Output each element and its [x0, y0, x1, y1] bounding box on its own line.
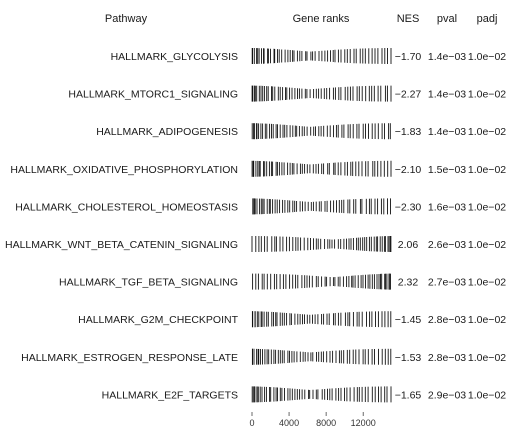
pval-value: 1.5e−03 [428, 164, 466, 176]
padj-value: 1.0e−02 [468, 164, 506, 176]
pathway-row: HALLMARK_WNT_BETA_CATENIN_SIGNALING 2.06 2… [5, 236, 506, 252]
x-tick-label: 12000 [351, 418, 376, 428]
nes-value: −1.83 [395, 126, 422, 138]
gene-rank-ticks [251, 386, 392, 403]
x-axis: 0 4000 8000 12000 [249, 412, 376, 428]
nes-value: −1.53 [395, 352, 422, 364]
pathway-label: HALLMARK_OXIDATIVE_PHOSPHORYLATION [10, 164, 238, 176]
x-tick-label: 0 [249, 418, 254, 428]
padj-value: 1.0e−02 [468, 352, 506, 364]
pathway-row: HALLMARK_OXIDATIVE_PHOSPHORYLATION −2.10 1… [10, 160, 506, 177]
gene-rank-ticks [251, 123, 391, 140]
pval-value: 2.6e−03 [428, 239, 466, 251]
pval-value: 2.8e−03 [428, 352, 466, 364]
header-gene-ranks: Gene ranks [293, 13, 350, 25]
pathway-rows: HALLMARK_GLYCOLYSIS −1.70 1.4e−03 1.0e−02HA… [5, 48, 506, 403]
nes-value: −2.10 [395, 164, 422, 176]
pathway-label: HALLMARK_GLYCOLYSIS [111, 51, 238, 63]
pathway-label: HALLMARK_ESTROGEN_RESPONSE_LATE [21, 352, 238, 364]
gene-rank-ticks [251, 85, 392, 102]
header-pathway: Pathway [105, 13, 148, 25]
pathway-label: HALLMARK_MTORC1_SIGNALING [68, 89, 238, 101]
nes-value: −2.27 [395, 89, 422, 101]
pathway-row: HALLMARK_TGF_BETA_SIGNALING 2.32 2.7e−03 1.… [59, 273, 506, 290]
pathway-row: HALLMARK_MTORC1_SIGNALING −2.27 1.4e−03 1.0… [68, 85, 506, 102]
pathway-label: HALLMARK_ADIPOGENESIS [96, 126, 238, 138]
header-pval: pval [437, 13, 457, 25]
nes-value: −1.70 [395, 51, 422, 63]
gene-rank-ticks [252, 198, 391, 215]
pathway-label: HALLMARK_E2F_TARGETS [102, 389, 238, 401]
pathway-row: HALLMARK_E2F_TARGETS −1.65 2.9e−03 1.0e−02 [102, 386, 506, 403]
pval-value: 2.7e−03 [428, 277, 466, 289]
padj-value: 1.0e−02 [468, 389, 506, 401]
pathway-row: HALLMARK_GLYCOLYSIS −1.70 1.4e−03 1.0e−02 [111, 48, 506, 64]
padj-value: 1.0e−02 [468, 277, 506, 289]
nes-value: −1.65 [395, 389, 422, 401]
pval-value: 1.4e−03 [428, 51, 466, 63]
padj-value: 1.0e−02 [468, 314, 506, 326]
gene-rank-ticks [251, 236, 392, 252]
padj-value: 1.0e−02 [468, 89, 506, 101]
pval-value: 2.9e−03 [428, 389, 466, 401]
pathway-row: HALLMARK_ESTROGEN_RESPONSE_LATE −1.53 2.8e… [21, 348, 506, 365]
gene-rank-ticks [252, 273, 391, 290]
header-nes: NES [397, 13, 420, 25]
pval-value: 1.4e−03 [428, 89, 466, 101]
nes-value: −2.30 [395, 201, 422, 213]
x-tick-label: 8000 [316, 418, 336, 428]
pathway-row: HALLMARK_ADIPOGENESIS −1.83 1.4e−03 1.0e−02 [96, 123, 506, 140]
x-tick-label: 4000 [279, 418, 299, 428]
column-headers: Pathway Gene ranks NES pval padj [105, 13, 498, 25]
padj-value: 1.0e−02 [468, 51, 506, 63]
header-padj: padj [477, 13, 498, 25]
pval-value: 2.8e−03 [428, 314, 466, 326]
pathway-label: HALLMARK_TGF_BETA_SIGNALING [59, 277, 238, 289]
pval-value: 1.6e−03 [428, 201, 466, 213]
gene-rank-ticks [251, 348, 392, 365]
nes-value: 2.06 [398, 239, 419, 251]
nes-value: −1.45 [395, 314, 422, 326]
pathway-label: HALLMARK_G2M_CHECKPOINT [78, 314, 238, 326]
pathway-label: HALLMARK_WNT_BETA_CATENIN_SIGNALING [5, 239, 238, 251]
padj-value: 1.0e−02 [468, 239, 506, 251]
pathway-row: HALLMARK_CHOLESTEROL_HOMEOSTASIS −2.30 1.6… [15, 198, 506, 215]
gene-rank-ticks [251, 48, 392, 64]
gene-rank-ticks [251, 311, 392, 328]
gene-rank-ticks [251, 160, 392, 177]
padj-value: 1.0e−02 [468, 126, 506, 138]
pathway-row: HALLMARK_G2M_CHECKPOINT −1.45 2.8e−03 1.0e−… [78, 311, 506, 328]
padj-value: 1.0e−02 [468, 201, 506, 213]
pval-value: 1.4e−03 [428, 126, 466, 138]
pathway-label: HALLMARK_CHOLESTEROL_HOMEOSTASIS [15, 201, 238, 213]
nes-value: 2.32 [398, 277, 419, 289]
